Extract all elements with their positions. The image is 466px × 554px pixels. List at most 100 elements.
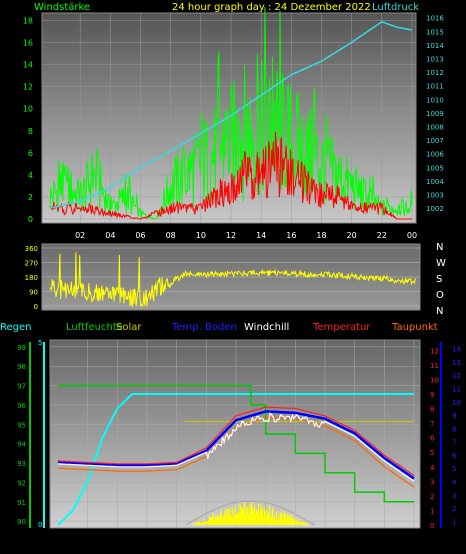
soil-y-tick: 2 xyxy=(452,505,456,513)
compass-n2: N xyxy=(436,306,443,317)
wind-y-tick: 8 xyxy=(28,127,33,136)
wind-y-tick: 0 xyxy=(28,215,33,224)
legend-temperatur: Temperatur xyxy=(312,322,371,333)
wind-y-tick: 4 xyxy=(28,171,33,180)
wind-x-tick: 00 xyxy=(407,231,417,240)
temp-y-tick: 9 xyxy=(430,391,434,399)
humidity-y-tick: 97 xyxy=(17,383,26,391)
soil-y-tick: 4 xyxy=(452,479,457,487)
dewpoint-series-line xyxy=(57,416,415,488)
sun-arc xyxy=(185,500,315,526)
climate-x-tick: 02 xyxy=(83,537,93,546)
pressure-y-tick: 1003 xyxy=(426,192,444,200)
wind-x-tick: 14 xyxy=(256,231,266,240)
pressure-y-tick: 1015 xyxy=(426,28,444,36)
soil-y-tick: 14 xyxy=(452,346,461,354)
rain-y-tick: 0 xyxy=(38,521,42,529)
wind-x-tick: 02 xyxy=(75,231,85,240)
humidity-y-tick: 95 xyxy=(17,421,26,429)
temp-y-tick: 5 xyxy=(430,449,434,457)
soil-y-tick: 10 xyxy=(452,399,461,407)
windchill-series-line xyxy=(57,411,415,482)
pressure-y-tick: 1008 xyxy=(426,124,444,132)
humidity-y-tick: 94 xyxy=(17,441,26,449)
legend-windchill: Windchill xyxy=(244,322,289,333)
pressure-series-line xyxy=(49,20,413,209)
pressure-title: Luftdruck xyxy=(372,2,419,13)
climate-x-tick: 20 xyxy=(350,537,360,546)
sunrise-label: SunRise xyxy=(186,539,223,549)
humidity-y-tick: 92 xyxy=(17,479,26,487)
wind-y-tick: 14 xyxy=(23,61,33,70)
soil-y-tick: 13 xyxy=(452,359,461,367)
gust-series-line xyxy=(49,131,412,220)
pressure-y-tick: 1014 xyxy=(426,42,444,50)
wind-x-tick: 06 xyxy=(135,231,145,240)
pressure-y-tick: 1006 xyxy=(426,151,444,159)
winddir-series-line xyxy=(49,252,416,308)
wind-x-tick: 20 xyxy=(347,231,357,240)
winddir-y-tick: 90 xyxy=(29,289,38,297)
compass-n1: N xyxy=(436,242,443,253)
soil-y-tick: 8 xyxy=(452,425,456,433)
compass-w: W xyxy=(436,258,446,269)
climate-x-tick: 22 xyxy=(379,537,389,546)
soil-y-tick: 6 xyxy=(452,452,457,460)
humidity-y-tick: 96 xyxy=(17,402,26,410)
chart-title: 24 hour graph day : 24 Dezember 2022 xyxy=(172,2,371,13)
climate-x-tick: 14 xyxy=(261,537,271,546)
pressure-y-tick: 1012 xyxy=(426,69,444,77)
wind-x-tick: 04 xyxy=(105,231,115,240)
soil-y-tick: 9 xyxy=(452,412,456,420)
soil-y-tick: 12 xyxy=(452,372,461,380)
climate-x-tick: 00 xyxy=(409,537,419,546)
legend-luftfeuchte: Luftfeuchte xyxy=(66,322,123,333)
wind-x-tick: 16 xyxy=(286,231,296,240)
pressure-y-tick: 1005 xyxy=(426,164,444,172)
climate-x-tick: 08 xyxy=(172,537,182,546)
compass-o: O xyxy=(436,290,444,301)
temp-y-tick: 12 xyxy=(430,347,439,355)
temp-y-tick: 1 xyxy=(430,507,434,515)
humidity-y-tick: 93 xyxy=(17,460,26,468)
wind-y-tick: 18 xyxy=(23,17,33,26)
temp-y-tick: 3 xyxy=(430,478,434,486)
wind-series-line xyxy=(49,7,413,220)
pressure-y-tick: 1009 xyxy=(426,110,444,118)
soil-y-tick: 1 xyxy=(452,518,456,526)
winddir-y-tick: 180 xyxy=(25,274,38,282)
wind-title: Windstärke xyxy=(34,2,90,13)
legend-solar: Solar xyxy=(116,322,142,333)
pressure-y-tick: 1011 xyxy=(426,83,444,91)
wind-y-tick: 16 xyxy=(23,39,33,48)
rain-series-line xyxy=(57,393,414,526)
temp-y-tick: 8 xyxy=(430,406,434,414)
temp-y-tick: 10 xyxy=(430,376,439,384)
temp-y-tick: 6 xyxy=(430,435,435,443)
temp-y-tick: 11 xyxy=(430,362,439,370)
wind-x-tick: 22 xyxy=(377,231,387,240)
temp-y-tick: 0 xyxy=(430,522,434,530)
humidity-y-tick: 99 xyxy=(17,344,26,352)
winddir-y-tick: 0 xyxy=(34,303,38,311)
soil-y-tick: 5 xyxy=(452,465,456,473)
pressure-y-tick: 1013 xyxy=(426,56,444,64)
winddir-y-tick: 360 xyxy=(25,245,38,253)
soil-y-tick: 3 xyxy=(452,492,456,500)
legend-regen: Regen xyxy=(0,322,32,333)
pressure-y-tick: 1010 xyxy=(426,96,444,104)
pressure-y-tick: 1016 xyxy=(426,15,444,23)
climate-panel xyxy=(49,339,421,529)
climate-x-tick: 04 xyxy=(112,537,122,546)
temp-y-tick: 2 xyxy=(430,493,434,501)
temperature-series-line xyxy=(57,406,415,476)
humidity-series-line xyxy=(58,384,414,503)
legend-taupunkt: Taupunkt xyxy=(391,322,438,333)
wind-x-tick: 08 xyxy=(166,231,176,240)
soil-temp-series-line xyxy=(57,410,415,480)
wind-x-tick: 10 xyxy=(196,231,206,240)
humidity-y-tick: 90 xyxy=(17,518,26,526)
wind-y-tick: 10 xyxy=(23,105,33,114)
temp-y-tick: 7 xyxy=(430,420,434,428)
